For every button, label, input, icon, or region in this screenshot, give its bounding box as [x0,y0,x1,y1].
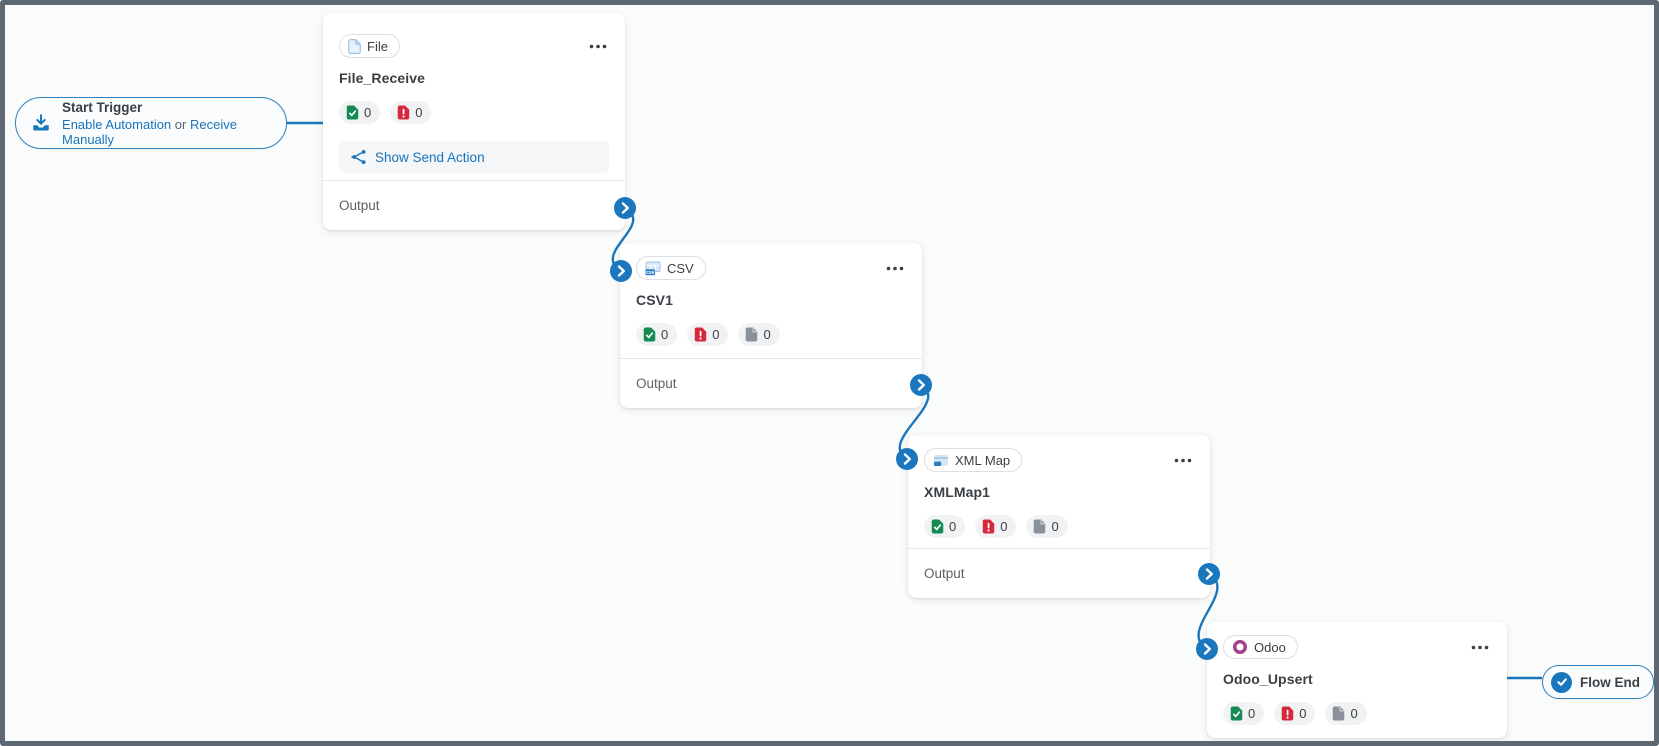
node-menu-button[interactable] [1469,643,1491,652]
type-badge-xmlmap: XML Map [924,448,1023,472]
node-title: CSV1 [636,292,673,308]
svg-text:csv: csv [646,269,655,275]
success-count: 0 [661,327,669,342]
type-badge-label: Odoo [1254,639,1286,655]
node-menu-button[interactable] [1172,456,1194,465]
output-row[interactable]: Output [620,358,922,408]
counter-row: 0 0 [339,101,609,124]
error-counter: 0 [975,515,1017,538]
total-counter: 0 [738,323,780,346]
share-icon [351,150,366,164]
input-connector-xmlmap[interactable] [896,448,918,470]
type-badge-label: XML Map [955,452,1011,468]
counter-row: 0 0 0 [1223,702,1491,725]
show-send-action-button[interactable]: Show Send Action [339,141,609,173]
file-success-icon [346,105,359,120]
total-counter: 0 [1325,702,1367,725]
file-error-icon [982,519,995,534]
type-badge-file: File [339,34,400,58]
output-row[interactable]: Output [323,180,625,230]
chevron-right-icon [617,265,625,277]
flow-end-node[interactable]: Flow End [1542,665,1654,699]
file-neutral-icon [1333,706,1345,721]
success-count: 0 [1248,706,1256,721]
success-counter: 0 [339,101,381,124]
success-count: 0 [949,519,957,534]
node-card-xmlmap[interactable]: XML Map XMLMap1 0 [908,435,1210,598]
check-icon [1556,678,1567,686]
output-connector-xmlmap[interactable] [1198,563,1220,585]
ellipsis-icon [1471,645,1489,649]
error-count: 0 [1000,519,1008,534]
type-badge-label: CSV [667,260,694,276]
show-send-action-label: Show Send Action [375,149,485,165]
output-label: Output [339,198,380,213]
error-counter: 0 [390,101,432,124]
node-card-csv[interactable]: csv CSV CSV1 0 [620,243,922,408]
counter-row: 0 0 0 [636,323,906,346]
output-connector-file[interactable] [614,197,636,219]
type-badge-label: File [367,38,388,54]
node-title: File_Receive [339,70,426,86]
error-counter: 0 [687,323,729,346]
counter-row: 0 0 0 [924,515,1194,538]
output-label: Output [924,566,965,581]
ellipsis-icon [589,44,607,48]
error-count: 0 [712,327,720,342]
ellipsis-icon [1174,458,1192,462]
output-connector-csv[interactable] [910,374,932,396]
total-count: 0 [763,327,771,342]
chevron-right-icon [917,379,925,391]
success-counter: 0 [1223,702,1265,725]
file-icon [348,38,361,54]
input-connector-csv[interactable] [610,260,632,282]
file-error-icon [1281,706,1294,721]
output-label: Output [636,376,677,391]
file-success-icon [931,519,944,534]
chevron-right-icon [1203,643,1211,655]
success-counter: 0 [636,323,678,346]
odoo-icon [1232,639,1248,655]
input-connector-odoo[interactable] [1196,638,1218,660]
flow-end-label: Flow End [1580,674,1640,690]
receive-manually-link[interactable]: Receive Manually [62,116,237,147]
type-badge-odoo: Odoo [1223,635,1298,659]
node-title: XMLMap1 [924,484,991,500]
success-counter: 0 [924,515,966,538]
file-neutral-icon [746,327,758,342]
receive-download-icon [33,114,49,131]
node-menu-button[interactable] [587,42,609,51]
node-menu-button[interactable] [884,264,906,273]
total-counter: 0 [1026,515,1068,538]
start-trigger-node[interactable]: Start Trigger Enable Automation or Recei… [15,97,287,149]
success-count: 0 [364,105,372,120]
total-count: 0 [1051,519,1059,534]
xml-map-icon [934,454,948,466]
error-count: 0 [415,105,423,120]
start-trigger-title: Start Trigger [62,99,143,115]
enable-automation-link[interactable]: Enable Automation [62,116,172,132]
csv-icon: csv [645,261,661,275]
node-card-odoo[interactable]: Odoo Odoo_Upsert 0 [1207,622,1507,738]
flow-end-check-circle [1551,671,1572,693]
output-row[interactable]: Output [908,548,1210,598]
file-success-icon [1230,706,1243,721]
conjunction-text: or [174,116,187,132]
error-count: 0 [1299,706,1307,721]
chevron-right-icon [621,202,629,214]
type-badge-csv: csv CSV [636,256,706,280]
node-title: Odoo_Upsert [1223,671,1313,687]
chevron-right-icon [903,453,911,465]
start-trigger-subtitle: Enable Automation or Receive Manually [62,117,272,147]
error-counter: 0 [1274,702,1316,725]
file-success-icon [643,327,656,342]
node-card-file[interactable]: File File_Receive 0 [323,13,625,230]
total-count: 0 [1350,706,1358,721]
file-error-icon [397,105,410,120]
chevron-right-icon [1205,568,1213,580]
ellipsis-icon [886,266,904,270]
file-neutral-icon [1034,519,1046,534]
file-error-icon [694,327,707,342]
